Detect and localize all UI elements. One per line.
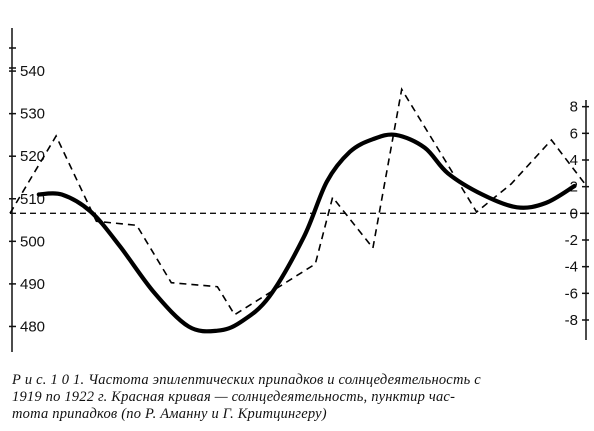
right-axis: -8-6-4-202468 xyxy=(565,99,589,340)
solar-activity-line xyxy=(36,132,577,334)
left-tick-label: 540 xyxy=(20,63,45,80)
right-tick-label: -8 xyxy=(565,312,578,329)
right-tick-label: -4 xyxy=(565,259,578,276)
right-tick-label: 8 xyxy=(570,99,578,116)
left-tick-label: 530 xyxy=(20,106,45,123)
series-layer xyxy=(9,87,587,334)
left-tick-label: 500 xyxy=(20,233,45,250)
left-tick-label: 480 xyxy=(20,318,45,335)
right-tick-label: -2 xyxy=(565,232,578,249)
left-tick-label: 520 xyxy=(20,148,45,165)
right-tick-label: 4 xyxy=(570,152,578,169)
caption-line-1: Р и с. 1 0 1. Частота эпилептических при… xyxy=(12,372,481,388)
seizure-frequency-line xyxy=(9,87,587,316)
left-tick-label: 490 xyxy=(20,276,45,293)
series-solid-bold xyxy=(36,132,577,334)
caption-line-3: тота припадков (по Р. Аманну и Г. Критци… xyxy=(12,406,327,422)
caption-line-2: 1919 по 1922 г. Красная кривая — солнцед… xyxy=(12,389,456,405)
right-tick-label: -6 xyxy=(565,285,578,302)
right-tick-label: 6 xyxy=(570,125,578,142)
figure-caption: Р и с. 1 0 1. Частота эпилептических при… xyxy=(12,372,584,423)
series-dashed xyxy=(9,87,587,316)
